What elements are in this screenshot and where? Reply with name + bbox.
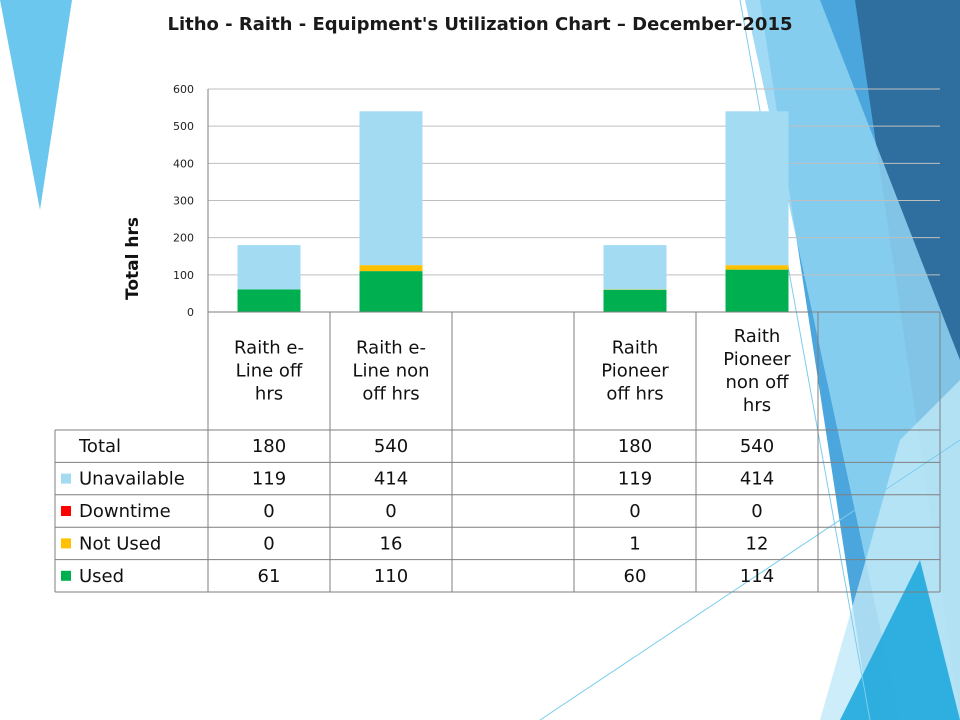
y-axis-label: Total hrs: [123, 217, 143, 300]
table-cell: 180: [618, 436, 652, 457]
bar-unavailable: [725, 111, 789, 266]
table-cell: 16: [380, 533, 403, 554]
table-row-label: Downtime: [79, 501, 171, 522]
bar-unavailable: [359, 111, 423, 266]
bottom-decoration-blue: [840, 560, 960, 720]
category-label: Line off: [236, 361, 303, 382]
decoration-line-2: [539, 439, 960, 720]
bar-not-used: [359, 265, 423, 272]
y-tick-label: 400: [173, 157, 194, 170]
y-tick-label: 300: [173, 195, 194, 208]
table-row-label: Not Used: [79, 533, 161, 554]
bar-used: [359, 271, 423, 312]
table-cell: 540: [740, 436, 774, 457]
table-cell: 0: [263, 533, 274, 554]
table-cell: 540: [374, 436, 408, 457]
table-cell: 0: [629, 501, 640, 522]
table-cell: 414: [740, 469, 774, 490]
bar-used: [725, 269, 789, 312]
category-label: off hrs: [362, 384, 419, 405]
bar-unavailable: [603, 245, 667, 290]
category-label: Pioneer: [601, 361, 669, 382]
table-cell: 119: [618, 469, 652, 490]
table-cell: 0: [385, 501, 396, 522]
y-tick-label: 200: [173, 232, 194, 245]
y-tick-label: 600: [173, 83, 194, 96]
table-cell: 61: [258, 566, 281, 587]
legend-swatch: [61, 473, 71, 484]
table-cell: 414: [374, 469, 408, 490]
category-label: Raith: [734, 326, 781, 347]
category-label: hrs: [255, 384, 283, 405]
table-cell: 1: [629, 533, 640, 554]
category-label: Line non: [352, 361, 429, 382]
bar-unavailable: [237, 245, 301, 290]
y-axis-ticks: 0 100 200 300 400 500 600: [173, 83, 194, 319]
legend-swatch: [61, 570, 71, 581]
bars: [237, 111, 789, 312]
chart-title: Litho - Raith - Equipment's Utilization …: [167, 14, 793, 35]
bar-used: [603, 289, 667, 312]
category-label: Raith e-: [356, 338, 426, 359]
gridlines: [207, 88, 940, 313]
table-row-label: Total: [78, 436, 121, 457]
category-label: Raith e-: [234, 338, 304, 359]
table-cell: 0: [263, 501, 274, 522]
table-row-label: Unavailable: [79, 469, 185, 490]
table-cell: 110: [374, 566, 408, 587]
category-label: off hrs: [606, 384, 663, 405]
table-cell: 119: [252, 469, 286, 490]
bar-used: [237, 289, 301, 312]
category-label: Raith: [612, 338, 659, 359]
bar-not-used: [725, 265, 789, 270]
table-cell: 180: [252, 436, 286, 457]
category-label: Pioneer: [723, 349, 791, 370]
legend-swatch: [61, 506, 71, 516]
y-tick-label: 500: [173, 120, 194, 133]
y-tick-label: 0: [187, 306, 194, 319]
table-cell: 12: [746, 533, 769, 554]
category-label: hrs: [743, 395, 771, 416]
table-cell: 114: [740, 566, 774, 587]
category-label: non off: [726, 372, 790, 393]
table-cell: 60: [624, 566, 647, 587]
table-cell: 0: [751, 501, 762, 522]
left-corner-shape: [0, 0, 72, 210]
y-tick-label: 100: [173, 269, 194, 282]
table-row-label: Used: [79, 566, 124, 587]
legend-swatch: [61, 538, 71, 549]
